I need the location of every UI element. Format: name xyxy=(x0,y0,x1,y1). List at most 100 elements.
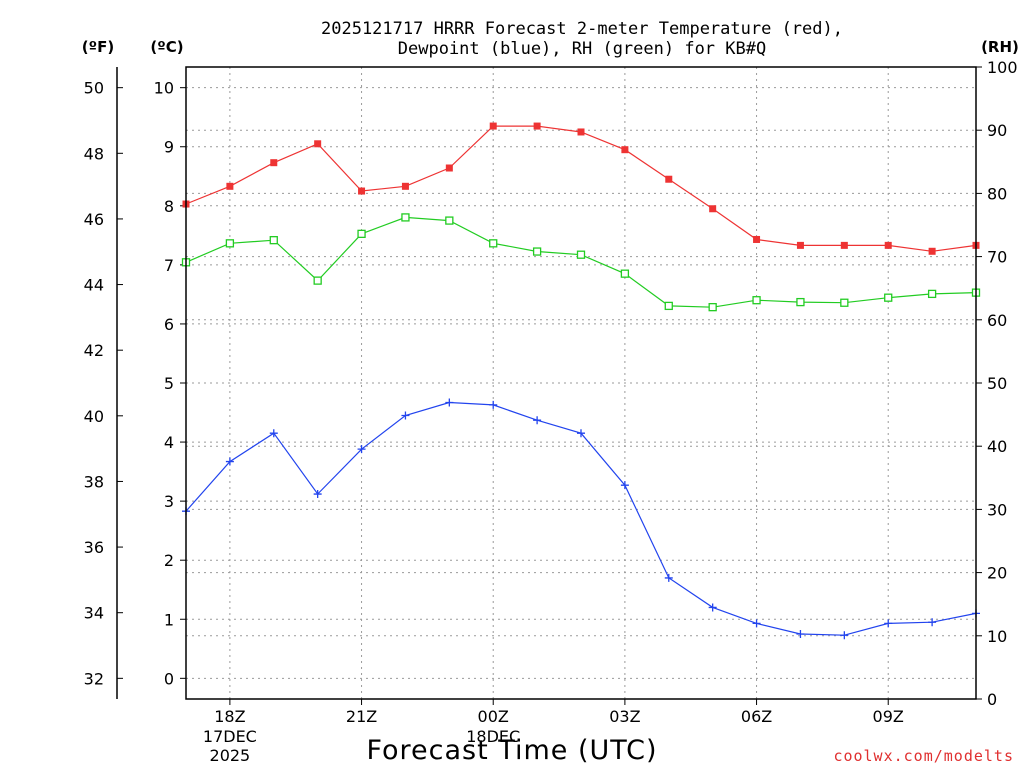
rh-tick-label: 10 xyxy=(987,627,1007,646)
temperature-point xyxy=(621,146,629,154)
fahrenheit-unit-label: (ºF) xyxy=(82,38,114,56)
celsius-tick-label: 8 xyxy=(164,197,174,216)
dewpoint-point xyxy=(884,619,893,628)
temperature-point xyxy=(840,241,848,249)
rh-point xyxy=(576,250,586,259)
rh-point xyxy=(927,289,937,299)
fahrenheit-tick-label: 38 xyxy=(84,472,104,491)
x-tick-label: 00Z xyxy=(478,707,509,726)
temperature-point xyxy=(753,235,761,243)
plot-frame xyxy=(185,66,977,700)
temperature-point xyxy=(445,164,453,172)
temperature-point xyxy=(314,140,322,148)
rh-tick-label: 70 xyxy=(987,248,1007,267)
celsius-tick-label: 7 xyxy=(164,256,174,275)
dewpoint-point xyxy=(225,457,234,466)
dewpoint-point xyxy=(796,630,805,639)
temperature-point xyxy=(796,241,804,249)
dewpoint-point xyxy=(401,411,410,420)
temperature-point xyxy=(928,247,936,255)
temperature-point xyxy=(489,122,497,130)
rh-point xyxy=(225,239,235,248)
x-tick-date-label: 17DEC xyxy=(203,727,257,746)
celsius-tick-label: 3 xyxy=(164,492,174,511)
dewpoint-point xyxy=(357,445,366,454)
celsius-tick-label: 6 xyxy=(164,315,174,334)
fahrenheit-tick-label: 34 xyxy=(84,604,104,623)
temperature-point xyxy=(665,175,673,183)
dewpoint-point xyxy=(533,416,542,425)
chart-title-line2: Dewpoint (blue), RH (green) for KB#Q xyxy=(398,39,766,59)
rh-tick-label: 0 xyxy=(987,690,997,709)
dewpoint-point xyxy=(620,481,629,490)
fahrenheit-tick-label: 50 xyxy=(84,79,104,98)
rh-point xyxy=(752,296,761,305)
temperature-point xyxy=(533,122,541,130)
celsius-tick-label: 5 xyxy=(164,374,174,393)
temperature-point xyxy=(709,205,717,213)
x-tick-label: 06Z xyxy=(741,707,772,726)
temperature-point xyxy=(358,187,366,195)
rh-tick-label: 40 xyxy=(987,437,1007,456)
rh-point xyxy=(620,269,630,278)
dewpoint-point xyxy=(445,398,454,407)
celsius-tick-label: 4 xyxy=(164,433,174,452)
fahrenheit-tick-label: 46 xyxy=(84,210,104,229)
chart-title-line1: 2025121717 HRRR Forecast 2-meter Tempera… xyxy=(321,19,843,39)
rh-point xyxy=(313,276,322,285)
dewpoint-point xyxy=(752,619,761,628)
dewpoint-point xyxy=(577,429,585,438)
x-tick-label: 09Z xyxy=(873,707,904,726)
x-tick-label: 18Z xyxy=(214,707,245,726)
x-axis-label: Forecast Time (UTC) xyxy=(366,735,657,766)
fahrenheit-tick-label: 44 xyxy=(84,276,104,295)
dewpoint-line xyxy=(185,401,977,636)
rh-line xyxy=(185,216,977,308)
fahrenheit-tick-label: 42 xyxy=(84,341,104,360)
rh-point xyxy=(489,239,498,248)
dewpoint-point xyxy=(840,631,849,640)
rh-point xyxy=(840,298,849,307)
celsius-tick-label: 2 xyxy=(164,551,174,570)
rh-point xyxy=(664,301,673,311)
temperature-point xyxy=(884,241,892,249)
dewpoint-point xyxy=(489,400,498,409)
x-tick-label: 03Z xyxy=(609,707,640,726)
fahrenheit-tick-label: 32 xyxy=(84,669,104,688)
temperature-point xyxy=(401,182,409,190)
celsius-tick-label: 0 xyxy=(164,669,174,688)
rh-unit-label: (RH) xyxy=(981,38,1019,56)
rh-tick-label: 60 xyxy=(987,311,1007,330)
rh-tick-label: 30 xyxy=(987,500,1007,519)
celsius-tick-label: 10 xyxy=(154,79,174,98)
rh-point xyxy=(884,293,893,302)
temperature-point xyxy=(577,128,585,136)
dewpoint-point xyxy=(664,573,673,582)
gridlines xyxy=(186,66,976,700)
series-layer xyxy=(181,122,981,640)
rh-tick-label: 80 xyxy=(987,184,1007,203)
dewpoint-point xyxy=(313,490,322,499)
rh-point xyxy=(532,247,542,256)
fahrenheit-tick-label: 40 xyxy=(84,407,104,426)
dewpoint-point xyxy=(708,603,717,612)
temperature-line xyxy=(185,125,977,252)
celsius-unit-label: (ºC) xyxy=(150,38,183,56)
credit-text: coolwx.com/modelts xyxy=(833,747,1014,765)
x-tick-date-label: 18DEC xyxy=(466,727,520,746)
x-tick-label: 21Z xyxy=(346,707,377,726)
celsius-tick-label: 1 xyxy=(164,610,174,629)
rh-point xyxy=(445,216,454,225)
rh-point xyxy=(401,213,410,222)
rh-point xyxy=(708,303,717,312)
temperature-point xyxy=(270,159,278,167)
dewpoint-point xyxy=(269,429,278,438)
rh-tick-label: 90 xyxy=(987,121,1007,140)
fahrenheit-tick-label: 36 xyxy=(84,538,104,557)
dewpoint-point xyxy=(928,618,937,627)
rh-point xyxy=(269,236,278,245)
rh-tick-label: 50 xyxy=(987,374,1007,393)
rh-point xyxy=(796,297,805,307)
